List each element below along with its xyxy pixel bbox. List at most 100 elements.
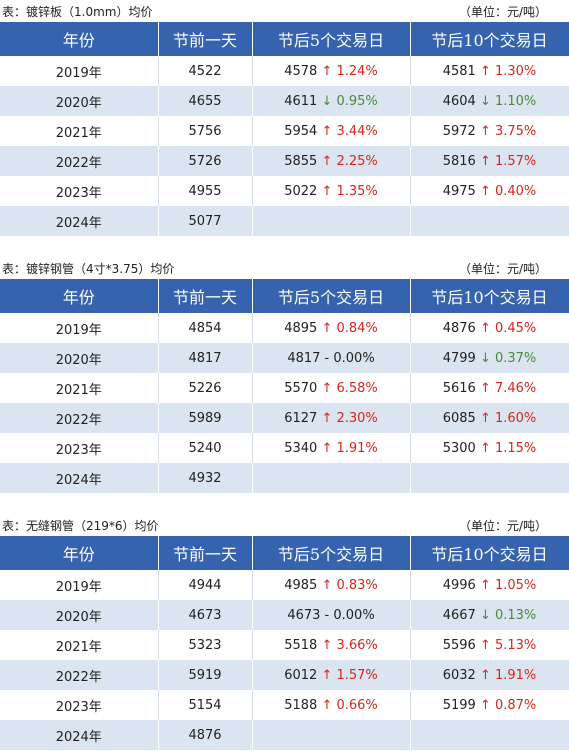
caption: 表：镀锌板（1.0mm）均价 （单位：元/吨） [0,0,569,22]
change-cell: 4581 ↑ 1.30% [410,56,569,86]
change: ↑ 1.15% [479,440,537,456]
change-cell: 5972 ↑ 3.75% [410,116,569,146]
row: 2023年 4955 5022 ↑ 1.35% 4975 ↑ 0.40% [0,176,569,206]
header-cell: 节前一天 [158,279,253,313]
change: ↑ 3.66% [321,637,378,653]
empty-cell [252,463,411,493]
header-cell: 节前一天 [158,536,253,570]
cell: 2024年 [0,206,159,236]
cell: 2024年 [0,463,159,493]
change-cell: 5570 ↑ 6.58% [252,373,411,403]
price: 5300 [442,440,476,456]
change-cell: 6127 ↑ 2.30% [252,403,411,433]
change: ↓ 1.10% [479,93,537,109]
change: ↓ 0.95% [321,93,378,109]
price: 4817 [287,350,321,366]
cell: 4944 [158,570,253,600]
change: ↓ 0.13% [479,607,537,623]
price: 5616 [442,380,476,396]
header-cell: 节后5个交易日 [252,22,411,56]
cell: 4854 [158,313,253,343]
price: 5518 [284,637,318,653]
price: 4611 [284,93,318,109]
table: 年份 节前一天 节后5个交易日 节后10个交易日 2019年 4854 4895 ↑ 0.8… [0,279,569,493]
change: ↑ 7.46% [479,380,537,396]
change-cell: 4996 ↑ 1.05% [410,570,569,600]
price: 5855 [284,153,318,169]
change-cell: 5199 ↑ 0.87% [410,690,569,720]
row: 2020年 4673 4673 - 0.00% 4667 ↓ 0.13% [0,600,569,630]
change: ↑ 0.45% [479,320,537,336]
change: - 0.00% [324,350,375,366]
row: 2020年 4655 4611 ↓ 0.95% 4604 ↓ 1.10% [0,86,569,116]
change-cell: 4611 ↓ 0.95% [252,86,411,116]
table: 年份 节前一天 节后5个交易日 节后10个交易日 2019年 4944 4985 ↑ 0.8… [0,536,569,750]
change-cell: 4985 ↑ 0.83% [252,570,411,600]
unit: （单位：元/吨） [458,4,547,19]
cell: 4876 [158,720,253,750]
header-cell: 节后5个交易日 [252,536,411,570]
change-cell: 5022 ↑ 1.35% [252,176,411,206]
change: ↑ 0.87% [479,697,537,713]
price: 4578 [284,63,318,79]
change: ↑ 1.57% [479,153,537,169]
table-block: 表：镀锌板（1.0mm）均价 （单位：元/吨） 年份 节前一天 节后5个交易日 节后10个… [0,0,569,236]
price: 6127 [284,410,318,426]
change: ↑ 1.57% [321,667,378,683]
price: 6085 [442,410,476,426]
cell: 5154 [158,690,253,720]
cell: 4817 [158,343,253,373]
cell: 2023年 [0,176,159,206]
change-cell: 5340 ↑ 1.91% [252,433,411,463]
cell: 5726 [158,146,253,176]
unit: （单位：元/吨） [458,261,547,276]
change-cell: 4799 ↓ 0.37% [410,343,569,373]
price: 4604 [442,93,476,109]
price: 6032 [442,667,476,683]
row: 2023年 5240 5340 ↑ 1.91% 5300 ↑ 1.15% [0,433,569,463]
caption: 表：无缝钢管（219*6）均价 （单位：元/吨） [0,514,569,536]
change-cell: 4876 ↑ 0.45% [410,313,569,343]
change: ↑ 0.40% [479,183,537,199]
change-cell: 4817 - 0.00% [252,343,411,373]
price: 4985 [284,577,318,593]
change: ↑ 1.24% [321,63,378,79]
cell: 4522 [158,56,253,86]
row: 2022年 5726 5855 ↑ 2.25% 5816 ↑ 1.57% [0,146,569,176]
header-cell: 节后5个交易日 [252,279,411,313]
cell: 2019年 [0,56,159,86]
header-cell: 节前一天 [158,22,253,56]
price: 5340 [284,440,318,456]
empty-cell [252,720,411,750]
change-cell: 5954 ↑ 3.44% [252,116,411,146]
row: 2024年 5077 [0,206,569,236]
cell: 5240 [158,433,253,463]
header-cell: 节后10个交易日 [410,22,569,56]
row: 2020年 4817 4817 - 0.00% 4799 ↓ 0.37% [0,343,569,373]
change: ↑ 1.35% [321,183,378,199]
change-cell: 5300 ↑ 1.15% [410,433,569,463]
header-row: 年份 节前一天 节后5个交易日 节后10个交易日 [0,279,569,313]
change-cell: 5596 ↑ 5.13% [410,630,569,660]
change: ↑ 3.75% [479,123,537,139]
change: ↑ 2.30% [321,410,378,426]
change-cell: 4578 ↑ 1.24% [252,56,411,86]
row: 2019年 4944 4985 ↑ 0.83% 4996 ↑ 1.05% [0,570,569,600]
price: 5022 [284,183,318,199]
price: 5816 [442,153,476,169]
cell: 2021年 [0,630,159,660]
price: 5972 [442,123,476,139]
change-cell: 4673 - 0.00% [252,600,411,630]
header-cell: 年份 [0,279,159,313]
price: 4895 [284,320,318,336]
change: ↑ 6.58% [321,380,378,396]
thead: 年份 节前一天 节后5个交易日 节后10个交易日 [0,279,569,313]
change: ↓ 0.37% [479,350,537,366]
cell: 2020年 [0,600,159,630]
change: ↑ 2.25% [321,153,378,169]
change: ↑ 0.83% [321,577,378,593]
cell: 2022年 [0,403,159,433]
table-title: 表：镀锌钢管（4寸*3.75）均价 [2,261,175,276]
cell: 5323 [158,630,253,660]
